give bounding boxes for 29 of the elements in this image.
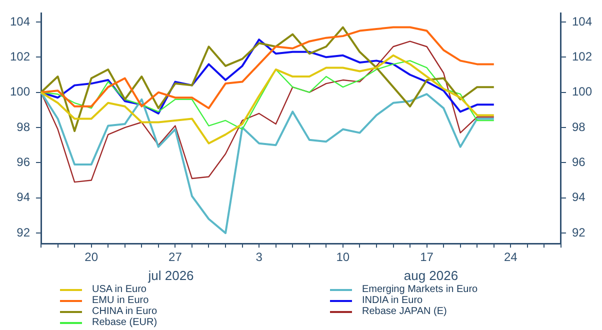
y2-tick-label: 100 [572, 84, 592, 99]
y-tick-label: 104 [10, 14, 30, 28]
y-tick-label: 98 [16, 120, 30, 134]
x-tick-label: 17 [420, 250, 434, 264]
x-tick-label: 10 [336, 250, 350, 264]
y2-tick-label: 104 [572, 14, 592, 28]
y2-tick-label: 94 [572, 190, 586, 204]
y-tick-label: 94 [16, 190, 30, 204]
x-tick-label: 3 [256, 250, 263, 264]
text: jul 2026 [147, 268, 194, 283]
text: aug 2026 [404, 268, 458, 283]
legend-label: EMU in Euro [92, 295, 149, 306]
legend-label: USA in Euro [92, 284, 146, 295]
y-tick-label: 102 [10, 49, 30, 64]
y2-tick-label: 102 [572, 49, 592, 64]
legend-label: Rebase (EUR) [92, 317, 158, 328]
y2-tick-label: 92 [572, 225, 586, 240]
x-tick-label: 27 [168, 250, 182, 264]
y-tick-label: 100 [10, 84, 30, 99]
legend-label: Emerging Markets in Euro [362, 284, 478, 295]
y-tick-label: 92 [16, 225, 30, 240]
y-tick-label: 96 [16, 155, 30, 170]
legend-label: Rebase JAPAN (E) [362, 306, 447, 317]
y2-tick-label: 96 [572, 155, 586, 170]
y2-tick-label: 98 [572, 120, 586, 134]
x-tick-label: 24 [504, 250, 518, 264]
legend-label: INDIA in Euro [362, 295, 423, 306]
x-tick-label: 20 [84, 250, 98, 264]
legend-label: CHINA in Euro [92, 306, 158, 317]
